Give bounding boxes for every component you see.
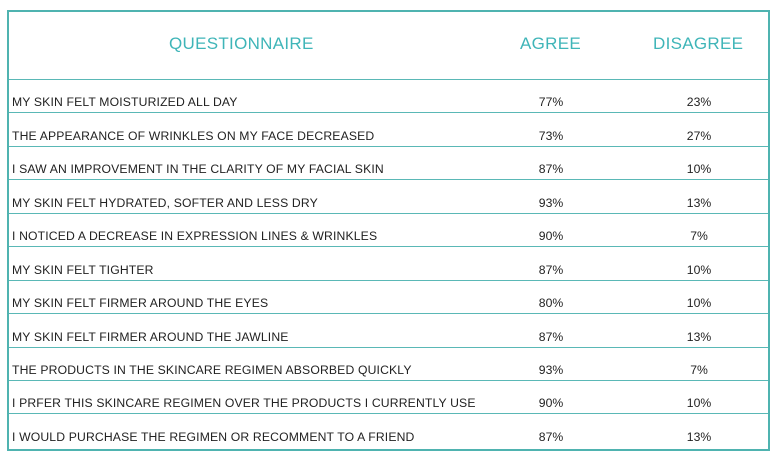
disagree-cell: 7% [690, 229, 708, 244]
disagree-cell: 27% [686, 128, 712, 143]
table-row: THE PRODUCTS IN THE SKINCARE REGIMEN ABS… [9, 346, 768, 380]
agree-cell: 87% [538, 262, 564, 277]
questionnaire-table: QUESTIONNAIRE AGREE DISAGREE MY SKIN FEL… [7, 10, 770, 451]
agree-cell: 80% [538, 296, 564, 311]
disagree-cell: 10% [686, 262, 712, 277]
header-questionnaire: QUESTIONNAIRE [169, 34, 314, 53]
table-row: MY SKIN FELT FIRMER AROUND THE JAWLINE 8… [9, 313, 768, 346]
question-cell: THE APPEARANCE OF WRINKLES ON MY FACE DE… [12, 128, 375, 143]
header-disagree: DISAGREE [653, 34, 744, 53]
agree-cell: 73% [538, 128, 564, 143]
disagree-cell: 13% [686, 429, 712, 444]
table-row: MY SKIN FELT TIGHTER 87% 10% [9, 246, 768, 279]
question-cell: I PRFER THIS SKINCARE REGIMEN OVER THE P… [12, 396, 476, 411]
question-cell: MY SKIN FELT MOISTURIZED ALL DAY [12, 95, 238, 110]
question-cell: THE PRODUCTS IN THE SKINCARE REGIMEN ABS… [12, 362, 412, 377]
question-cell: MY SKIN FELT HYDRATED, SOFTER AND LESS D… [12, 195, 318, 210]
disagree-cell: 13% [686, 329, 712, 344]
disagree-cell: 10% [686, 162, 712, 177]
question-cell: MY SKIN FELT FIRMER AROUND THE EYES [12, 296, 269, 311]
table-row: MY SKIN FELT FIRMER AROUND THE EYES 80% … [9, 279, 768, 313]
table-row: I PRFER THIS SKINCARE REGIMEN OVER THE P… [9, 379, 768, 413]
question-cell: I SAW AN IMPROVEMENT IN THE CLARITY OF M… [12, 162, 384, 177]
table-header: QUESTIONNAIRE AGREE DISAGREE [9, 12, 768, 79]
disagree-cell: 13% [686, 195, 712, 210]
agree-cell: 93% [538, 195, 564, 210]
disagree-cell: 10% [686, 396, 712, 411]
question-cell: I NOTICED A DECREASE IN EXPRESSION LINES… [12, 229, 378, 244]
agree-cell: 87% [538, 162, 564, 177]
table-body: MY SKIN FELT MOISTURIZED ALL DAY 77% 23%… [9, 79, 768, 447]
agree-cell: 87% [538, 329, 564, 344]
table-row: I NOTICED A DECREASE IN EXPRESSION LINES… [9, 212, 768, 246]
header-agree: AGREE [520, 34, 582, 53]
table-row: THE APPEARANCE OF WRINKLES ON MY FACE DE… [9, 112, 768, 145]
table-row: MY SKIN FELT HYDRATED, SOFTER AND LESS D… [9, 179, 768, 212]
disagree-cell: 23% [686, 95, 712, 110]
agree-cell: 87% [538, 429, 564, 444]
agree-cell: 93% [538, 362, 564, 377]
question-cell: I WOULD PURCHASE THE REGIMEN OR RECOMMEN… [12, 429, 415, 444]
table-row: MY SKIN FELT MOISTURIZED ALL DAY 77% 23% [9, 79, 768, 112]
agree-cell: 90% [538, 396, 564, 411]
question-cell: MY SKIN FELT FIRMER AROUND THE JAWLINE [12, 329, 289, 344]
disagree-cell: 10% [686, 296, 712, 311]
table-row: I WOULD PURCHASE THE REGIMEN OR RECOMMEN… [9, 413, 768, 446]
question-cell: MY SKIN FELT TIGHTER [12, 262, 154, 277]
agree-cell: 77% [538, 95, 564, 110]
table-row: I SAW AN IMPROVEMENT IN THE CLARITY OF M… [9, 145, 768, 179]
agree-cell: 90% [538, 229, 564, 244]
disagree-cell: 7% [690, 362, 708, 377]
